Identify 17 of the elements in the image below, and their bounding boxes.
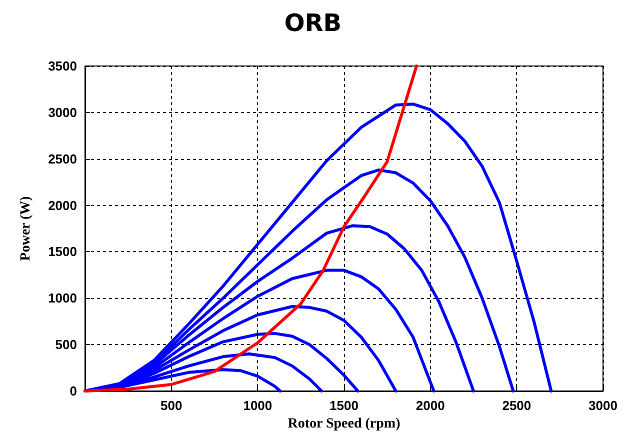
x-tick-label: 3000 [588, 398, 618, 413]
chart-title: ORB [284, 9, 342, 37]
x-tick-label: 1500 [330, 398, 358, 413]
x-axis-title: Rotor Speed (rpm) [288, 416, 401, 432]
y-tick-label: 2000 [48, 198, 77, 213]
x-tick-label: 2000 [416, 398, 445, 413]
y-tick-label: 3500 [48, 58, 77, 74]
y-tick-label: 2500 [48, 151, 77, 166]
y-tick-label: 0 [70, 384, 77, 398]
x-tick-label: 2500 [502, 398, 532, 413]
y-tick-label: 1000 [48, 290, 77, 306]
y-axis-title: Power (W) [18, 196, 34, 261]
x-tick-label: 500 [160, 398, 182, 413]
x-tick-label: 1000 [243, 398, 272, 413]
y-tick-label: 500 [55, 337, 77, 352]
y-tick-label: 1500 [48, 244, 77, 260]
y-tick-label: 3000 [48, 104, 77, 120]
